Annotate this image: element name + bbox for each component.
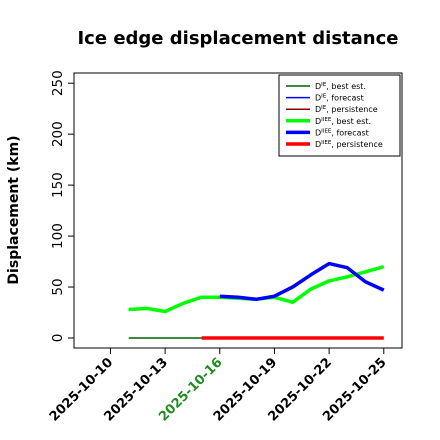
y-axis: 0 50 100 150 200 250 [50, 70, 74, 342]
x-axis: 2025-10-102025-10-132025-10-162025-10-19… [47, 348, 390, 425]
series-layer [128, 261, 385, 340]
legend-entry: DIIEE, forecast [315, 128, 369, 137]
y-tick-label: 0 [50, 334, 66, 343]
y-tick-label: 150 [50, 172, 66, 198]
legend: DIE, best est. DIE, forecast DIE, persiste… [278, 74, 401, 157]
y-tick-label: 50 [50, 278, 66, 295]
y-tick-label: 200 [50, 121, 66, 147]
legend-entry: DIIEE, best est. [315, 117, 371, 126]
legend-entry: DIE, forecast [315, 94, 364, 103]
chart-title: Ice edge displacement distance [77, 28, 398, 49]
y-tick-label: 100 [50, 223, 66, 249]
legend-entry: DIE, persistence [315, 105, 378, 114]
y-tick-label: 250 [50, 70, 66, 96]
series-line-3 [128, 265, 385, 314]
plot-frame [73, 72, 403, 349]
y-axis-label: Displacement (km) [6, 135, 22, 284]
legend-entry: DIIEE, persistence [315, 140, 383, 149]
series-line-4 [219, 261, 385, 302]
legend-entry: DIE, best est. [315, 82, 366, 91]
legend-box [278, 74, 401, 157]
